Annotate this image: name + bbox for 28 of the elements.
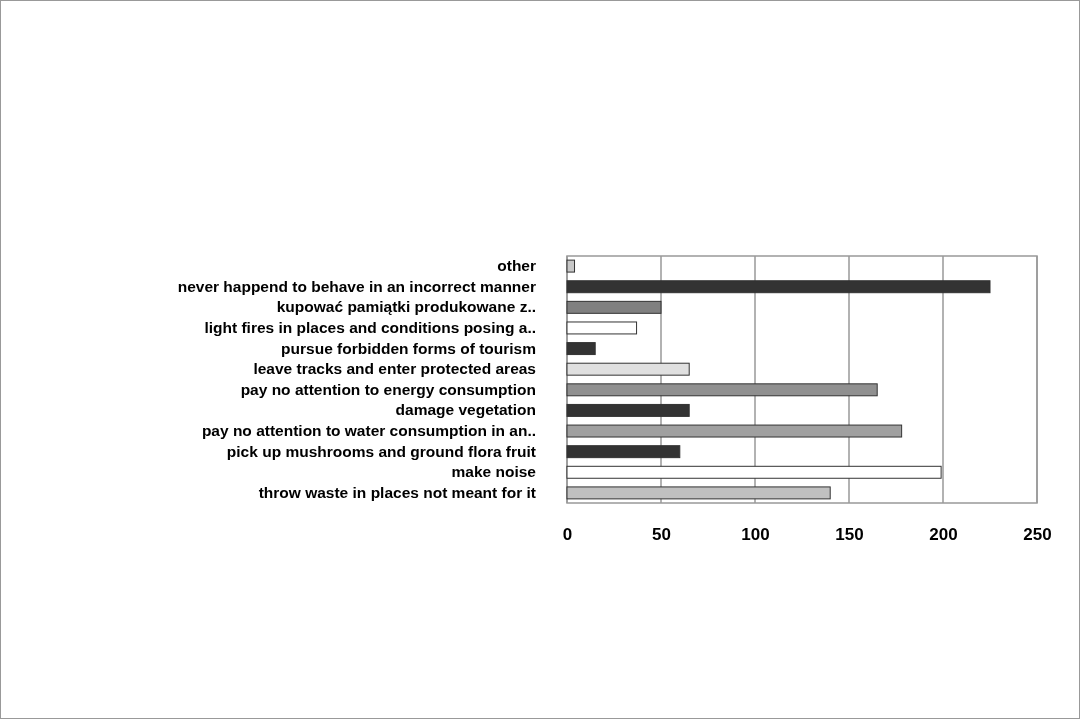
- x-tick-label: 100: [741, 525, 770, 545]
- y-tick-label: make noise: [451, 463, 537, 481]
- y-tick-label: pay no attention to energy consumption: [240, 380, 536, 398]
- y-tick-label: leave tracks and enter protected areas: [253, 360, 536, 378]
- bar: [566, 280, 991, 294]
- bar: [566, 445, 681, 459]
- y-tick-label: light fires in places and conditions posing a..: [204, 318, 536, 336]
- bar: [566, 259, 576, 273]
- y-tick-label: pay no attention to water consumption in an..: [201, 422, 536, 439]
- bar: [566, 342, 596, 356]
- x-tick-label: 150: [835, 525, 864, 545]
- x-tick-label: 200: [929, 525, 958, 545]
- y-tick-label: pursue forbidden forms of tourism: [281, 339, 536, 357]
- bar: [566, 403, 690, 417]
- x-tick-label: 50: [652, 525, 671, 545]
- bar: [566, 362, 690, 376]
- y-tick-label: throw waste in places not meant for it: [258, 483, 536, 501]
- y-tick-label: never happend to behave in an incorrect manner: [177, 277, 536, 295]
- bar: [566, 486, 831, 500]
- bar: [566, 300, 662, 314]
- x-tick-label: 250: [1023, 525, 1052, 545]
- y-tick-label: damage vegetation: [395, 401, 536, 419]
- y-tick-label: other: [497, 257, 536, 275]
- y-tick-label: kupować pamiątki produkowane z..: [276, 298, 536, 316]
- y-tick-label: pick up mushrooms and ground flora fruit: [226, 442, 536, 460]
- x-tick-label: 0: [562, 525, 573, 545]
- bar: [566, 321, 638, 335]
- bar: [566, 465, 942, 479]
